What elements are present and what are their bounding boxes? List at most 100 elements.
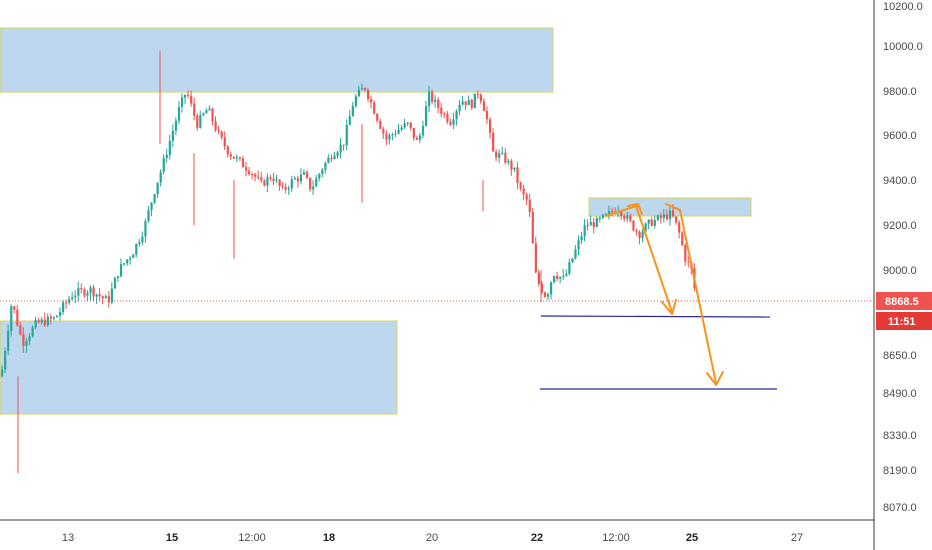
candle-body (312, 186, 315, 190)
candle-body (345, 125, 348, 146)
candle-body (479, 94, 483, 102)
candle-body (299, 174, 303, 182)
candle-body (641, 231, 644, 238)
projection-arrows[interactable] (605, 203, 724, 386)
candle-body (153, 194, 156, 203)
candle-body (415, 137, 418, 140)
candle-body (653, 219, 656, 226)
candle-body (174, 120, 178, 131)
candle-body (363, 88, 367, 90)
x-tick-label: 22 (531, 532, 543, 544)
candle-body (635, 230, 638, 232)
candle-body (351, 105, 354, 117)
candle-body (589, 222, 592, 226)
candle-body (25, 341, 28, 346)
candle-body (278, 179, 281, 187)
candle-body (376, 113, 379, 121)
candle-body (4, 350, 7, 370)
candle-body (235, 157, 239, 159)
candle-body (13, 306, 16, 310)
candle-body (620, 210, 623, 216)
candle-body (260, 177, 263, 181)
candle-body (28, 336, 31, 342)
candle-body (626, 215, 629, 219)
current-price-badge-bg (876, 292, 932, 310)
candle-body (367, 89, 370, 100)
candle-body (540, 283, 544, 293)
candle-body (101, 296, 104, 299)
candle-body (687, 261, 690, 263)
candle-body (315, 178, 318, 187)
projection-arrow-1[interactable] (605, 205, 673, 313)
candle-body (46, 316, 49, 326)
support-zone[interactable] (0, 320, 398, 415)
candle-body (196, 115, 199, 128)
candle-body (92, 287, 95, 297)
candle-body (513, 167, 516, 170)
projection-arrow-1-tick (627, 203, 643, 215)
candle-body (16, 309, 19, 326)
candle-body (498, 153, 501, 158)
current-price-badge: 8868.5 11:51 (876, 292, 932, 330)
x-tick-label: 18 (323, 532, 335, 544)
candle-body (116, 276, 120, 278)
candle-body (95, 294, 98, 297)
current-price-value: 8868.5 (885, 296, 919, 308)
candle-body (611, 211, 614, 213)
candle-body (678, 222, 681, 233)
candle-body (565, 273, 568, 276)
candle-body (138, 242, 141, 244)
candle-body (220, 131, 223, 138)
candle-body (214, 121, 217, 131)
support-line-1[interactable] (540, 315, 771, 318)
y-tick-label: 10200.0 (883, 1, 923, 13)
candle-body (382, 128, 385, 134)
candle-body (248, 170, 251, 175)
candle-body (461, 101, 464, 105)
candle-body (586, 225, 589, 227)
candle-body (245, 167, 248, 171)
candle-body (595, 218, 598, 227)
candle-body (147, 210, 150, 221)
candle-body (144, 220, 147, 237)
candle-body (223, 137, 226, 147)
candle-body (397, 129, 400, 134)
candle-body (574, 249, 577, 259)
candle-body (86, 292, 89, 296)
candle-body (458, 104, 461, 111)
candle-body (55, 315, 59, 318)
y-axis-ticks: 10200.0 10000.0 9800.0 9600.0 9400.0 9200.0 90… (883, 1, 923, 514)
candle-body (406, 122, 409, 124)
candle-body (77, 288, 80, 296)
candle-body (522, 188, 525, 195)
candle-body (681, 232, 684, 246)
candle-body (665, 214, 669, 220)
candle-body (110, 288, 113, 303)
candle-body (165, 154, 168, 158)
candle-body (568, 262, 571, 274)
candle-body (348, 116, 351, 126)
y-tick-label: 9400.0 (883, 175, 917, 187)
candle-body (485, 110, 489, 120)
candle-body (385, 133, 388, 140)
resistance-zone-top[interactable] (0, 27, 554, 93)
candle-body (306, 172, 309, 178)
candle-body (672, 210, 675, 217)
candle-body (360, 88, 364, 90)
candle-body (342, 144, 345, 146)
candle-body (528, 199, 531, 212)
candle-body (171, 130, 174, 141)
candle-body (482, 101, 486, 111)
candle-body (556, 275, 559, 279)
candle-body (336, 152, 339, 156)
candle-body (428, 91, 431, 107)
candle-body (647, 219, 650, 224)
y-axis-panel[interactable] (874, 0, 932, 520)
projection-arrow-2[interactable] (665, 203, 717, 384)
candle-body (452, 119, 455, 125)
candle-body (107, 296, 110, 303)
candle-body (98, 294, 101, 297)
candle-body (193, 103, 196, 116)
candle-body (418, 135, 422, 140)
